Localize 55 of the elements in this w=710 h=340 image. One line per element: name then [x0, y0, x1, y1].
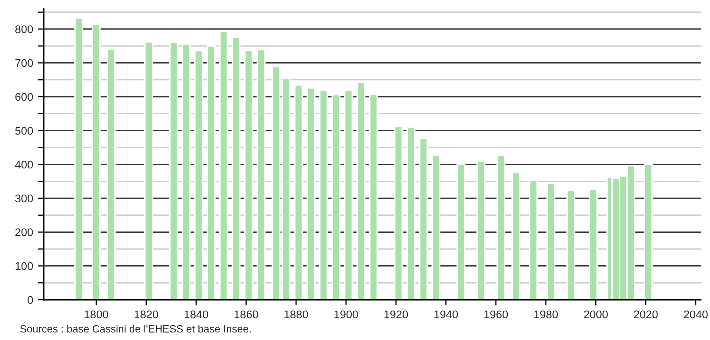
bar	[319, 90, 328, 300]
bar	[566, 190, 576, 300]
bar	[182, 43, 191, 300]
x-tick-label: 1960	[484, 310, 508, 319]
bar	[169, 42, 178, 300]
bar	[244, 50, 254, 300]
source-note: Sources : base Cassini de l'EHESS et base Insee.	[20, 325, 251, 333]
y-tick-label: 700	[16, 59, 34, 68]
bar	[406, 126, 416, 300]
x-tick-label: 1900	[334, 310, 358, 319]
y-tick-label: 300	[15, 194, 34, 203]
x-tick-label: 1840	[184, 310, 208, 319]
bar	[219, 30, 228, 300]
bar	[476, 160, 486, 300]
bar	[294, 84, 304, 300]
bar	[332, 94, 341, 300]
bar	[369, 94, 378, 300]
x-tick-label: 2020	[634, 310, 658, 319]
bar	[107, 48, 116, 300]
bar	[356, 82, 366, 300]
x-tick-label: 1820	[134, 310, 158, 319]
bar	[546, 182, 556, 300]
y-tick-label: 800	[16, 26, 34, 34]
bar	[589, 188, 598, 300]
x-tick-label: 1880	[284, 310, 308, 319]
bar	[256, 49, 266, 300]
bar	[344, 90, 354, 300]
bar	[92, 24, 101, 300]
bar	[644, 164, 653, 300]
x-tick-label: 1940	[434, 310, 458, 319]
y-tick-label: 100	[16, 262, 34, 270]
bar	[194, 50, 204, 300]
bar	[206, 46, 216, 300]
bar	[419, 138, 428, 300]
bar	[306, 87, 316, 300]
bar	[456, 164, 466, 300]
x-tick-label: 1980	[534, 310, 558, 319]
bar	[512, 172, 521, 300]
x-tick-label: 1920	[384, 310, 408, 319]
x-tick-label: 1860	[234, 310, 258, 319]
y-tick-label: 400	[15, 160, 34, 169]
y-tick-label: 200	[16, 228, 34, 236]
x-tick-label: 2000	[584, 310, 608, 319]
bar	[496, 154, 506, 300]
bar	[232, 36, 241, 300]
bar	[394, 126, 404, 300]
bar	[529, 180, 538, 300]
y-tick-label: 600	[16, 93, 34, 102]
x-tick-label: 2040	[684, 310, 708, 319]
y-tick-label: 500	[15, 127, 34, 135]
bar	[74, 17, 84, 300]
y-tick-label: 0	[28, 296, 34, 304]
bar	[432, 154, 441, 300]
x-tick-label: 1800	[84, 310, 108, 319]
bar	[144, 41, 154, 300]
